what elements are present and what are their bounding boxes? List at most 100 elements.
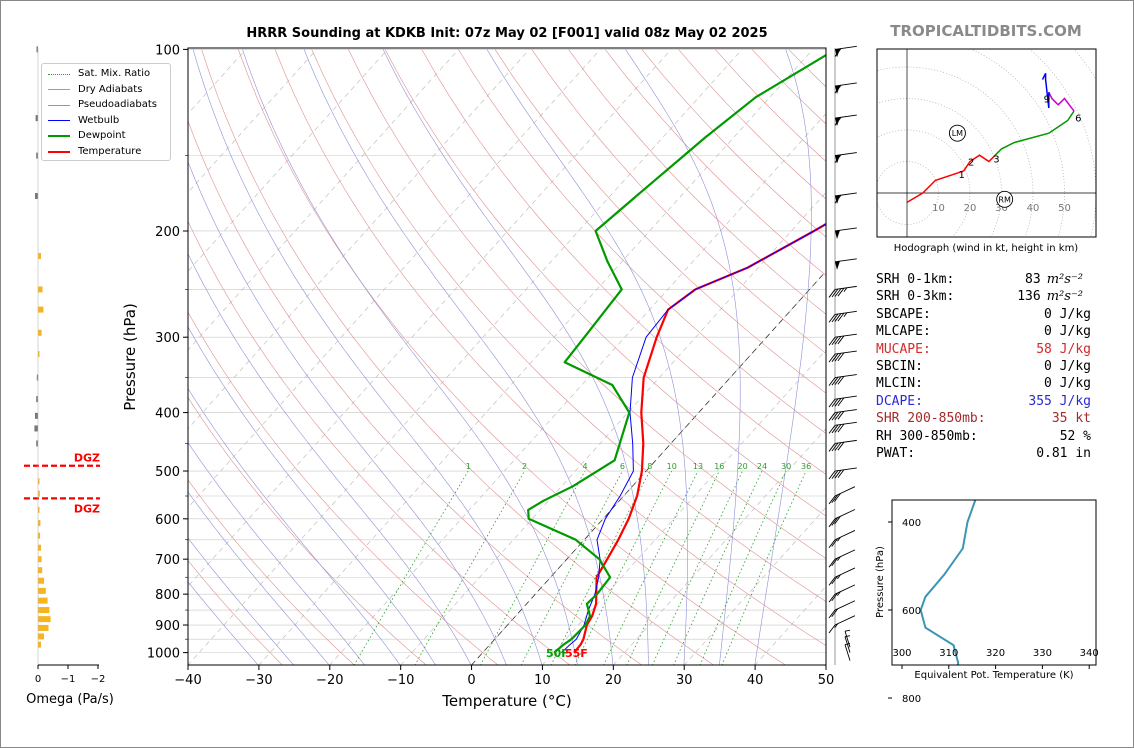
y-tick-label: 200: [155, 225, 180, 240]
dry-adiabat: [201, 49, 715, 665]
mixing-ratio-label: 30: [781, 462, 791, 471]
mixing-ratio-label: 1: [466, 462, 471, 471]
mixing-ratio-line: [550, 470, 651, 665]
isotherm: [188, 49, 601, 508]
omega-bar: [34, 425, 38, 432]
mixing-ratio-label: 8: [647, 462, 652, 471]
omega-bar: [38, 556, 42, 563]
y-tick-label: 300: [155, 331, 180, 346]
pseudoadiabat: [188, 253, 472, 665]
index-label: SRH 0-3km:: [876, 289, 955, 305]
wind-barb: [828, 285, 857, 298]
x-tick-label: −40: [174, 673, 201, 688]
dry-adiabat: [494, 49, 826, 394]
pseudoadiabat: [188, 161, 507, 665]
dry-adiabat: [274, 49, 826, 646]
isotherm: [541, 349, 826, 665]
hodograph-9-12km: [1041, 72, 1050, 109]
dgz-label: DGZ: [74, 502, 100, 515]
hodograph-6-9km: [1048, 91, 1075, 112]
wind-barb: [834, 45, 857, 58]
omega-bar: [38, 490, 40, 497]
hodograph-height-label: 3: [993, 154, 999, 165]
theta-x-tick-label: 330: [1033, 648, 1052, 659]
legend-item: Sat. Mix. Ratio: [48, 67, 150, 81]
surface-temperature-label: 55F: [565, 647, 588, 660]
isotherm: [683, 506, 826, 665]
wind-barb: [828, 421, 857, 434]
mixing-ratio-label: 20: [738, 462, 748, 471]
chart-title: HRRR Sounding at KDKB Init: 07z May 02 […: [246, 26, 768, 41]
pseudoadiabat: [192, 49, 543, 665]
index-row: SRH 0-3km: 136 m²s⁻²: [876, 289, 1091, 306]
index-value: 355 J/kg: [1028, 393, 1091, 409]
legend-swatch: [48, 89, 70, 90]
wind-barb: [828, 567, 856, 586]
wind-barb: [828, 333, 857, 346]
index-value: 0 J/kg: [1044, 324, 1091, 340]
wind-barb: [828, 467, 857, 480]
y-tick-label: 100: [155, 43, 180, 58]
omega-bar: [35, 115, 38, 122]
mixing-ratio-label: 24: [757, 462, 767, 471]
theta-x-title: Equivalent Pot. Temperature (K): [914, 670, 1073, 681]
omega-bar: [38, 577, 44, 584]
x-tick-label: −10: [387, 673, 414, 688]
omega-bar: [38, 587, 46, 594]
index-label: MUCAPE:: [876, 341, 931, 357]
mixing-ratio-label: 16: [714, 462, 724, 471]
isotherm: [329, 113, 826, 665]
wind-barb: [828, 374, 857, 386]
wind-barb: [828, 310, 857, 323]
theta-e-profile: [919, 500, 977, 665]
pseudoadiabat: [625, 49, 741, 665]
index-value: 83 m²s⁻²: [1025, 272, 1083, 287]
mixing-ratio-line: [603, 470, 699, 665]
omega-bar: [38, 306, 44, 313]
index-row: SRH 0-1km: 83 m²s⁻²: [876, 272, 1091, 289]
surface-dewpoint-label: 50F: [546, 647, 569, 660]
dry-adiabat: [311, 49, 826, 602]
legend-label: Pseudoadiabats: [78, 99, 158, 110]
mixing-ratio-label: 4: [582, 462, 587, 471]
index-value: 0 J/kg: [1044, 359, 1091, 374]
omega-bar: [38, 532, 41, 539]
wind-barb: [828, 486, 856, 505]
omega-bar: [38, 351, 40, 358]
index-label: RH 300-850mb:: [876, 428, 978, 444]
index-value: 136 m²s⁻²: [1017, 289, 1083, 304]
pseudoadiabat: [242, 49, 578, 665]
index-number: 83: [1025, 272, 1041, 287]
mixing-ratio-label: 13: [693, 462, 703, 471]
dewpoint-profile: [527, 53, 826, 654]
dry-adiabat: [384, 49, 826, 517]
y-tick-label: 1000: [147, 647, 180, 662]
hodograph-caption: Hodograph (wind in kt, height in km): [894, 243, 1079, 254]
y-tick-label: 900: [155, 619, 180, 634]
dry-adiabat: [531, 49, 826, 354]
index-label: SBCAPE:: [876, 306, 931, 322]
omega-bar: [38, 641, 41, 648]
pseudoadiabat: [486, 49, 689, 665]
dry-adiabat: [188, 220, 571, 665]
theta-x-tick-label: 310: [939, 648, 958, 659]
theta-x-tick-label: 320: [986, 648, 1005, 659]
mixing-ratio-label: 2: [522, 462, 527, 471]
index-row: PWAT: 0.81 in: [876, 446, 1091, 463]
hodograph-height-label: 1: [959, 170, 965, 181]
index-value: 58 J/kg: [1036, 341, 1091, 357]
pseudoadiabat: [303, 49, 614, 665]
hodograph-3-6km: [994, 110, 1075, 156]
omega-bar: [38, 478, 40, 485]
storm-motion-marker: [996, 190, 1014, 208]
legend-item: Pseudoadiabats: [48, 98, 157, 112]
index-label: DCAPE:: [876, 393, 923, 409]
index-row: RH 300-850mb: 52 %: [876, 429, 1091, 446]
wind-barb: [828, 600, 856, 619]
wind-barb: [834, 82, 857, 95]
legend-label: Temperature: [78, 145, 142, 157]
isotherm: [188, 49, 530, 430]
legend-swatch: [48, 120, 70, 121]
omega-tick-label: −2: [91, 674, 106, 685]
index-label: MLCIN:: [876, 376, 923, 392]
